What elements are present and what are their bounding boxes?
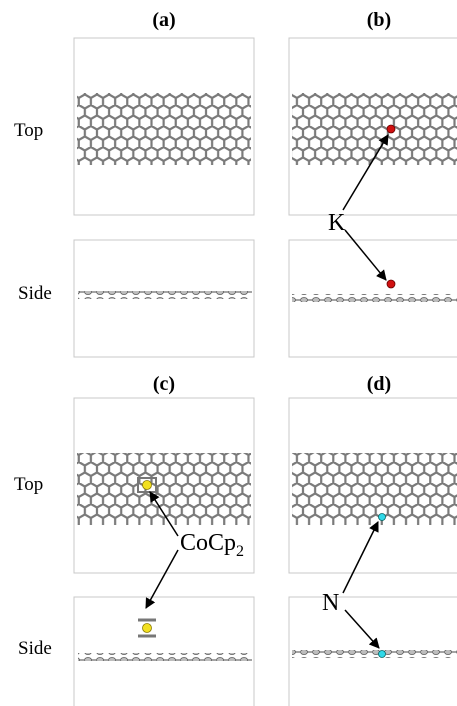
figure: (a) (b) (c) (d) Top Side Top Side K CoCp… — [0, 0, 457, 706]
panel-label: (b) — [367, 9, 391, 31]
graphene-ribbon — [77, 93, 251, 165]
k-atom — [387, 125, 395, 133]
panel-label: (a) — [152, 9, 175, 31]
graphene-side — [78, 653, 252, 661]
row-label: Top — [14, 474, 43, 495]
annotation-text: CoCp — [180, 530, 236, 556]
panel-label: (d) — [367, 373, 391, 395]
panel-label: (c) — [153, 373, 175, 395]
annotation: CoCp2 — [180, 530, 244, 560]
row-label: Side — [18, 638, 52, 659]
n-atom — [379, 651, 386, 658]
graphene-ribbon — [292, 453, 457, 525]
page: {"panels": [ {"label": "(a)", "top": "To… — [0, 0, 457, 706]
panel-box — [74, 597, 254, 706]
annotation-subscript: 2 — [236, 543, 244, 560]
annotation: K — [328, 210, 346, 236]
n-atom — [379, 514, 386, 521]
graphene-side — [292, 294, 457, 302]
row-label: Top — [14, 120, 43, 141]
annotation: N — [322, 590, 339, 616]
graphene-side — [78, 291, 252, 299]
row-label: Side — [18, 283, 52, 304]
k-atom — [387, 280, 395, 288]
graphene-side — [292, 650, 457, 658]
graphene-ribbon — [292, 93, 457, 165]
